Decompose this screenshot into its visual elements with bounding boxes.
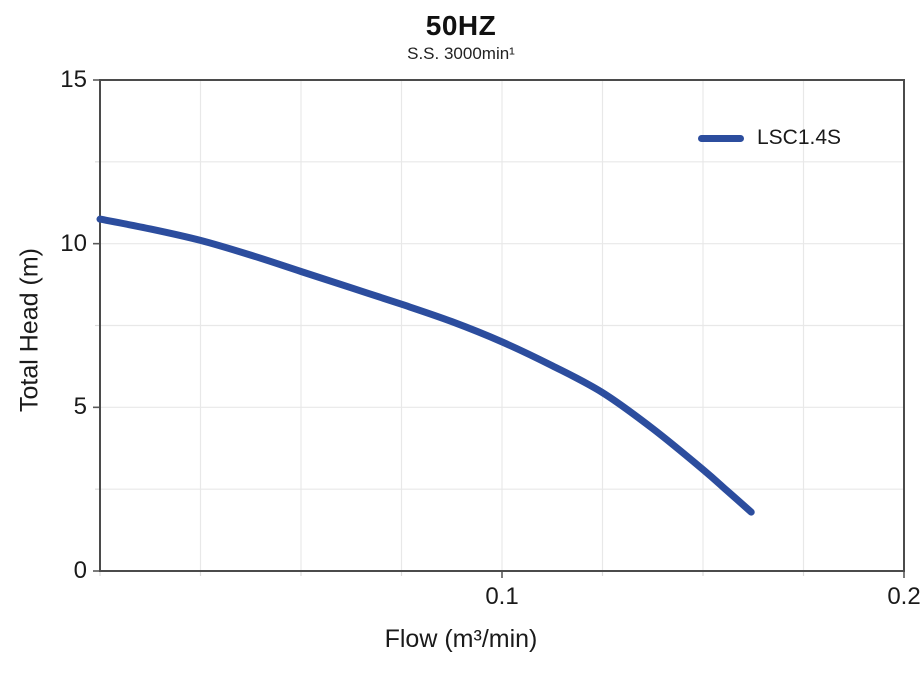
legend-label: LSC1.4S — [757, 126, 842, 149]
x-tick-label: 0.1 — [485, 583, 519, 610]
legend-item: LSC1.4S — [698, 126, 841, 150]
chart-subtitle: S.S. 3000min¹ — [407, 44, 515, 63]
legend-line-marker — [698, 134, 744, 142]
series-curve — [96, 215, 755, 516]
y-tick-label: 0 — [73, 557, 87, 584]
plot-area — [93, 79, 905, 578]
y-tick-label: 15 — [60, 66, 87, 93]
y-tick-label: 5 — [73, 393, 87, 421]
x-axis-label: Flow (m³/min) — [384, 625, 538, 653]
y-tick-label: 10 — [60, 229, 87, 257]
plot-border — [99, 79, 905, 572]
y-axis-label: Total Head (m) — [15, 248, 44, 412]
x-tick-label: 0.2 — [887, 583, 921, 610]
chart-title: 50HZ — [425, 10, 497, 41]
